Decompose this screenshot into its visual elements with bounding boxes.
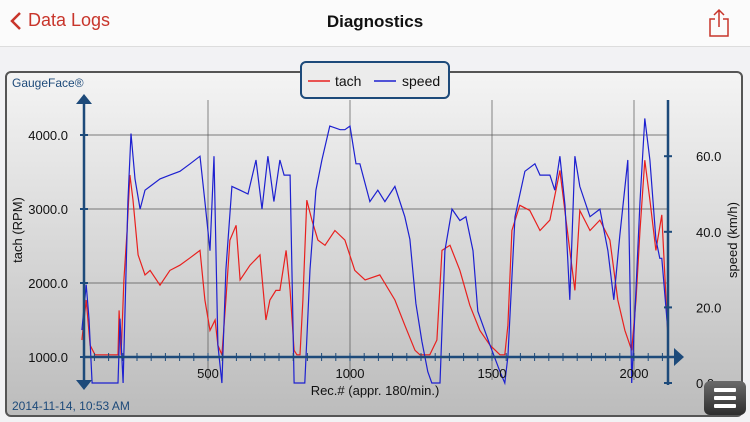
- hamburger-bar: [714, 396, 736, 400]
- x-tick-label: 1000: [336, 366, 365, 381]
- hamburger-menu-icon: [714, 388, 736, 392]
- y-tick-label: 1000.0: [28, 350, 68, 365]
- share-button[interactable]: [708, 8, 730, 43]
- y-axis-arrow-down: [76, 380, 92, 390]
- y-tick-label: 4000.0: [28, 128, 68, 143]
- legend-label-tach: tach: [335, 73, 361, 89]
- x-axis-arrow: [674, 348, 684, 366]
- x-axis-label: Rec.# (appr. 180/min.): [311, 383, 440, 398]
- x-tick-label: 1500: [478, 366, 507, 381]
- x-tick-label: 2000: [620, 366, 649, 381]
- hamburger-bar: [714, 404, 736, 408]
- chevron-left-icon: [10, 11, 21, 30]
- y-tick-label: 3000.0: [28, 202, 68, 217]
- share-icon: [709, 8, 729, 37]
- series-line-speed: [81, 118, 669, 386]
- legend: tach speed: [300, 61, 450, 99]
- y-axis-label: tach (RPM): [10, 197, 25, 263]
- menu-button[interactable]: [704, 381, 746, 415]
- page-title: Diagnostics: [326, 12, 424, 31]
- y2-tick-label: 60.0: [696, 149, 721, 164]
- nav-header: Data Logs Diagnostics: [0, 0, 750, 47]
- back-label: Data Logs: [28, 10, 111, 30]
- brand-label: GaugeFace®: [12, 76, 84, 90]
- timestamp: 2014-11-14, 10:53 AM: [12, 399, 130, 413]
- y2-axis-label: speed (km/h): [725, 202, 740, 278]
- series-line-tach: [81, 160, 669, 356]
- x-tick-label: 500: [197, 366, 219, 381]
- back-button[interactable]: Data Logs: [10, 10, 110, 31]
- legend-box: [300, 61, 450, 99]
- y2-tick-label: 40.0: [696, 225, 721, 240]
- legend-label-speed: speed: [402, 73, 440, 89]
- y-axis-arrow-up: [76, 94, 92, 104]
- y-tick-label: 2000.0: [28, 276, 68, 291]
- y2-tick-label: 20.0: [696, 300, 721, 315]
